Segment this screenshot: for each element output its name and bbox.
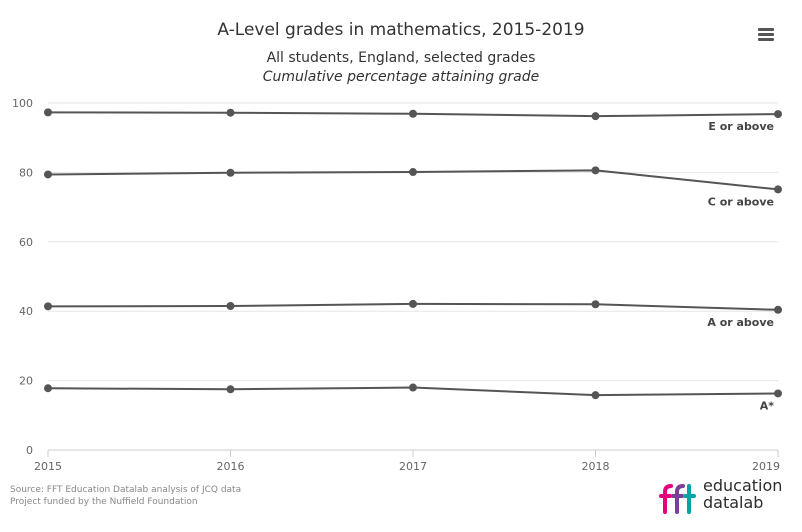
data-point xyxy=(774,185,782,194)
y-tick-label: 60 xyxy=(19,236,33,249)
data-point xyxy=(409,299,417,308)
data-point xyxy=(409,168,417,177)
y-tick-label: 80 xyxy=(19,166,33,179)
source-line-2: Project funded by the Nuffield Foundatio… xyxy=(10,497,198,507)
data-point xyxy=(591,166,600,175)
logo-text-line-2: datalab xyxy=(703,493,764,512)
y-tick-label: 0 xyxy=(26,444,33,457)
data-point xyxy=(44,108,52,117)
series-end-label: A or above xyxy=(707,316,774,329)
series-end-label: C or above xyxy=(708,195,774,208)
x-tick-label: 2016 xyxy=(217,460,245,473)
data-point xyxy=(591,300,600,309)
chart-subtitle: All students, England, selected grades xyxy=(266,50,536,66)
chart-subtitle-italic: Cumulative percentage attaining grade xyxy=(262,69,540,85)
y-tick-label: 100 xyxy=(12,97,33,110)
fft-education-datalab-logo: education datalab xyxy=(656,476,796,520)
data-point xyxy=(409,109,417,118)
hamburger-menu-icon[interactable] xyxy=(752,22,780,48)
data-point xyxy=(226,301,235,310)
source-note: Source: FFT Education Datalab analysis o… xyxy=(10,484,241,508)
x-tick-label: 2019 xyxy=(752,460,780,473)
data-point xyxy=(226,168,235,177)
source-line-1: Source: FFT Education Datalab analysis o… xyxy=(10,485,242,495)
chart-title: A-Level grades in mathematics, 2015-2019 xyxy=(217,20,585,40)
data-point xyxy=(409,383,417,392)
data-point xyxy=(774,110,782,119)
y-tick-label: 40 xyxy=(19,305,33,318)
data-point xyxy=(44,302,52,311)
data-point xyxy=(226,108,235,117)
series-end-label: E or above xyxy=(708,120,774,133)
data-point xyxy=(226,385,235,394)
logo-text-line-1: education xyxy=(703,476,783,495)
x-tick-label: 2018 xyxy=(582,460,610,473)
data-point xyxy=(44,384,52,393)
logo-text: education datalab xyxy=(703,477,782,511)
data-point xyxy=(591,112,600,121)
data-point xyxy=(44,170,52,179)
y-tick-label: 20 xyxy=(19,375,33,388)
x-tick-label: 2015 xyxy=(34,460,62,473)
x-tick-label: 2017 xyxy=(399,460,427,473)
data-point xyxy=(774,305,782,314)
series-end-label: A* xyxy=(760,399,775,412)
fft-logo-mark xyxy=(659,484,696,514)
data-point xyxy=(591,391,600,400)
data-point xyxy=(774,389,782,398)
